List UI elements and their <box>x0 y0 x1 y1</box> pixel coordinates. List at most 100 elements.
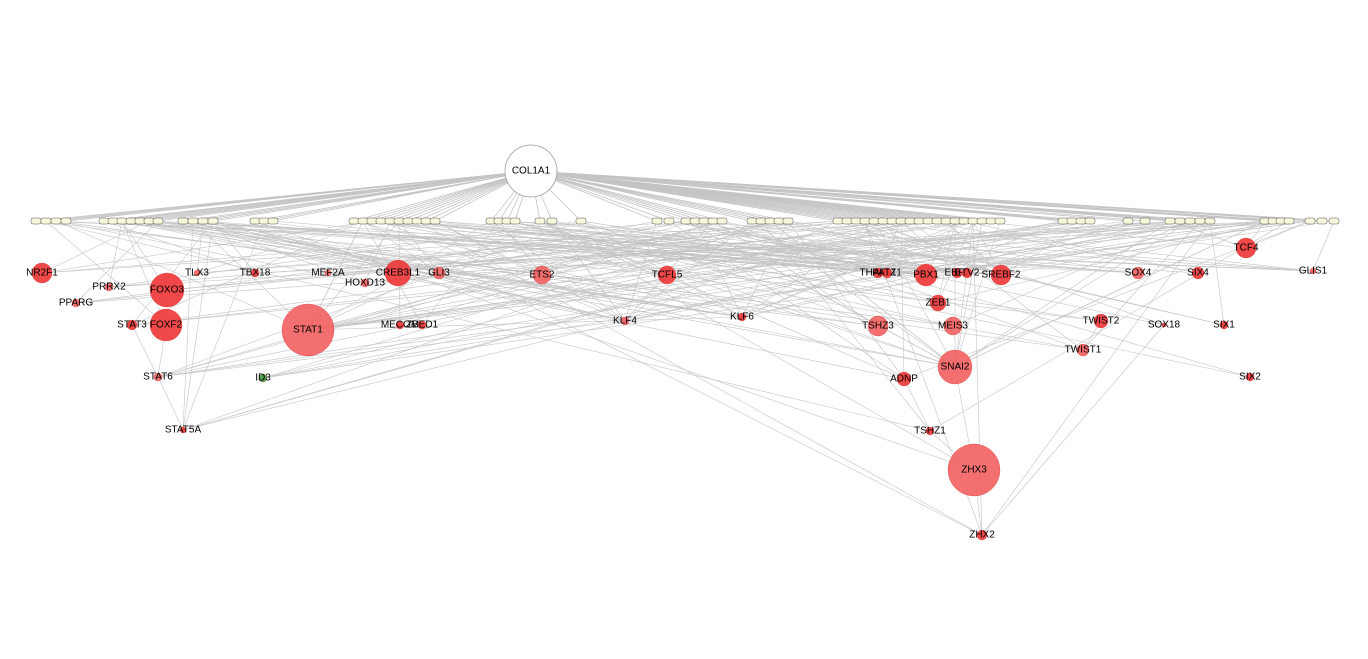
tf-circle[interactable] <box>258 373 268 383</box>
tf-node[interactable]: FOXO3 <box>149 272 184 308</box>
tf-node[interactable]: STAT5A <box>165 425 202 436</box>
target-node[interactable] <box>50 217 62 225</box>
tf-node[interactable]: TLX3 <box>185 268 209 279</box>
target-node[interactable] <box>1164 217 1176 225</box>
tf-node[interactable]: HOXD13 <box>345 278 385 289</box>
tf-circle[interactable] <box>153 372 163 382</box>
target-node[interactable] <box>764 217 776 225</box>
tf-circle[interactable] <box>250 268 260 278</box>
tf-node[interactable]: ZBED1 <box>406 320 439 331</box>
tf-circle[interactable] <box>961 267 973 279</box>
target-node[interactable] <box>152 217 164 225</box>
target-node[interactable] <box>1304 217 1316 225</box>
tf-circle[interactable] <box>31 262 53 284</box>
target-node[interactable] <box>1204 217 1216 225</box>
target-node[interactable] <box>357 217 369 225</box>
target-node[interactable] <box>1084 217 1096 225</box>
target-node[interactable] <box>967 217 979 225</box>
tf-circle[interactable] <box>1235 237 1257 259</box>
target-node[interactable] <box>366 217 378 225</box>
tf-node[interactable]: SIX1 <box>1213 320 1235 331</box>
tf-circle[interactable] <box>943 316 963 336</box>
tf-circle[interactable] <box>914 263 938 287</box>
tf-node[interactable]: PBX1 <box>913 263 939 287</box>
target-node[interactable] <box>931 217 943 225</box>
tf-circle[interactable] <box>1093 313 1109 329</box>
target-node[interactable] <box>707 217 719 225</box>
target-node[interactable] <box>420 217 432 225</box>
target-node[interactable] <box>949 217 961 225</box>
tf-node[interactable]: NR2F1 <box>26 262 58 284</box>
target-node[interactable] <box>1139 217 1151 225</box>
tf-node[interactable]: TSHZ3 <box>862 315 894 337</box>
target-node[interactable] <box>1174 217 1186 225</box>
tf-node[interactable]: ZEB1 <box>925 294 951 312</box>
target-node[interactable] <box>30 217 42 225</box>
target-node[interactable] <box>773 217 785 225</box>
tf-circle[interactable] <box>432 266 446 280</box>
tf-node[interactable]: TCFL5 <box>652 265 683 285</box>
target-node[interactable] <box>384 217 396 225</box>
tf-node[interactable]: MECOM <box>381 320 419 331</box>
target-node[interactable] <box>746 217 758 225</box>
target-node[interactable] <box>913 217 925 225</box>
tf-node[interactable]: PATZ1 <box>872 268 902 279</box>
hub-node[interactable]: COL1A1 <box>504 144 558 198</box>
target-node[interactable] <box>429 217 441 225</box>
tf-node[interactable]: STAT3 <box>117 320 147 331</box>
tf-circle[interactable] <box>947 443 1001 497</box>
tf-circle[interactable] <box>71 298 81 308</box>
target-node[interactable] <box>886 217 898 225</box>
target-node[interactable] <box>689 217 701 225</box>
target-node[interactable] <box>877 217 889 225</box>
tf-circle[interactable] <box>126 319 138 331</box>
tf-circle[interactable] <box>620 316 630 326</box>
target-node[interactable] <box>375 217 387 225</box>
target-node[interactable] <box>782 217 794 225</box>
tf-circle[interactable] <box>1245 372 1255 382</box>
target-node[interactable] <box>116 217 128 225</box>
target-node[interactable] <box>940 217 952 225</box>
target-node[interactable] <box>958 217 970 225</box>
tf-node[interactable]: ID3 <box>255 373 271 384</box>
tf-node[interactable]: TWIST2 <box>1083 313 1120 329</box>
target-node[interactable] <box>1075 217 1087 225</box>
target-node[interactable] <box>868 217 880 225</box>
target-node[interactable] <box>1066 217 1078 225</box>
tf-node[interactable]: TWIST1 <box>1065 343 1102 357</box>
target-node[interactable] <box>143 217 155 225</box>
target-node[interactable] <box>850 217 862 225</box>
target-node[interactable] <box>177 217 189 225</box>
tf-circle[interactable] <box>929 294 947 312</box>
target-node[interactable] <box>249 217 261 225</box>
target-node[interactable] <box>546 217 558 225</box>
target-node[interactable] <box>98 217 110 225</box>
tf-node[interactable]: SOX18 <box>1148 320 1181 331</box>
tf-node[interactable]: MEIS3 <box>938 316 968 336</box>
target-node[interactable] <box>1316 217 1328 225</box>
tf-circle[interactable] <box>384 259 412 287</box>
target-node[interactable] <box>107 217 119 225</box>
tf-node[interactable]: ETV2 <box>954 268 979 279</box>
target-node[interactable] <box>663 217 675 225</box>
target-node[interactable] <box>698 217 710 225</box>
target-node[interactable] <box>716 217 728 225</box>
tf-node[interactable]: KLF6 <box>730 312 754 323</box>
target-node[interactable] <box>40 217 52 225</box>
target-node[interactable] <box>1057 217 1069 225</box>
target-node[interactable] <box>859 217 871 225</box>
tf-node[interactable]: GLIS1 <box>1299 266 1328 277</box>
tf-circle[interactable] <box>657 265 677 285</box>
tf-circle[interactable] <box>867 315 889 337</box>
tf-circle[interactable] <box>324 269 332 277</box>
target-node[interactable] <box>258 217 270 225</box>
target-node[interactable] <box>1328 217 1340 225</box>
target-node[interactable] <box>411 217 423 225</box>
tf-circle[interactable] <box>532 265 552 285</box>
tf-circle[interactable] <box>179 426 187 434</box>
tf-node[interactable]: SOX4 <box>1125 266 1152 280</box>
tf-circle[interactable] <box>1076 343 1090 357</box>
target-node[interactable] <box>1194 217 1206 225</box>
tf-circle[interactable] <box>937 349 973 385</box>
tf-circle[interactable] <box>976 529 988 541</box>
